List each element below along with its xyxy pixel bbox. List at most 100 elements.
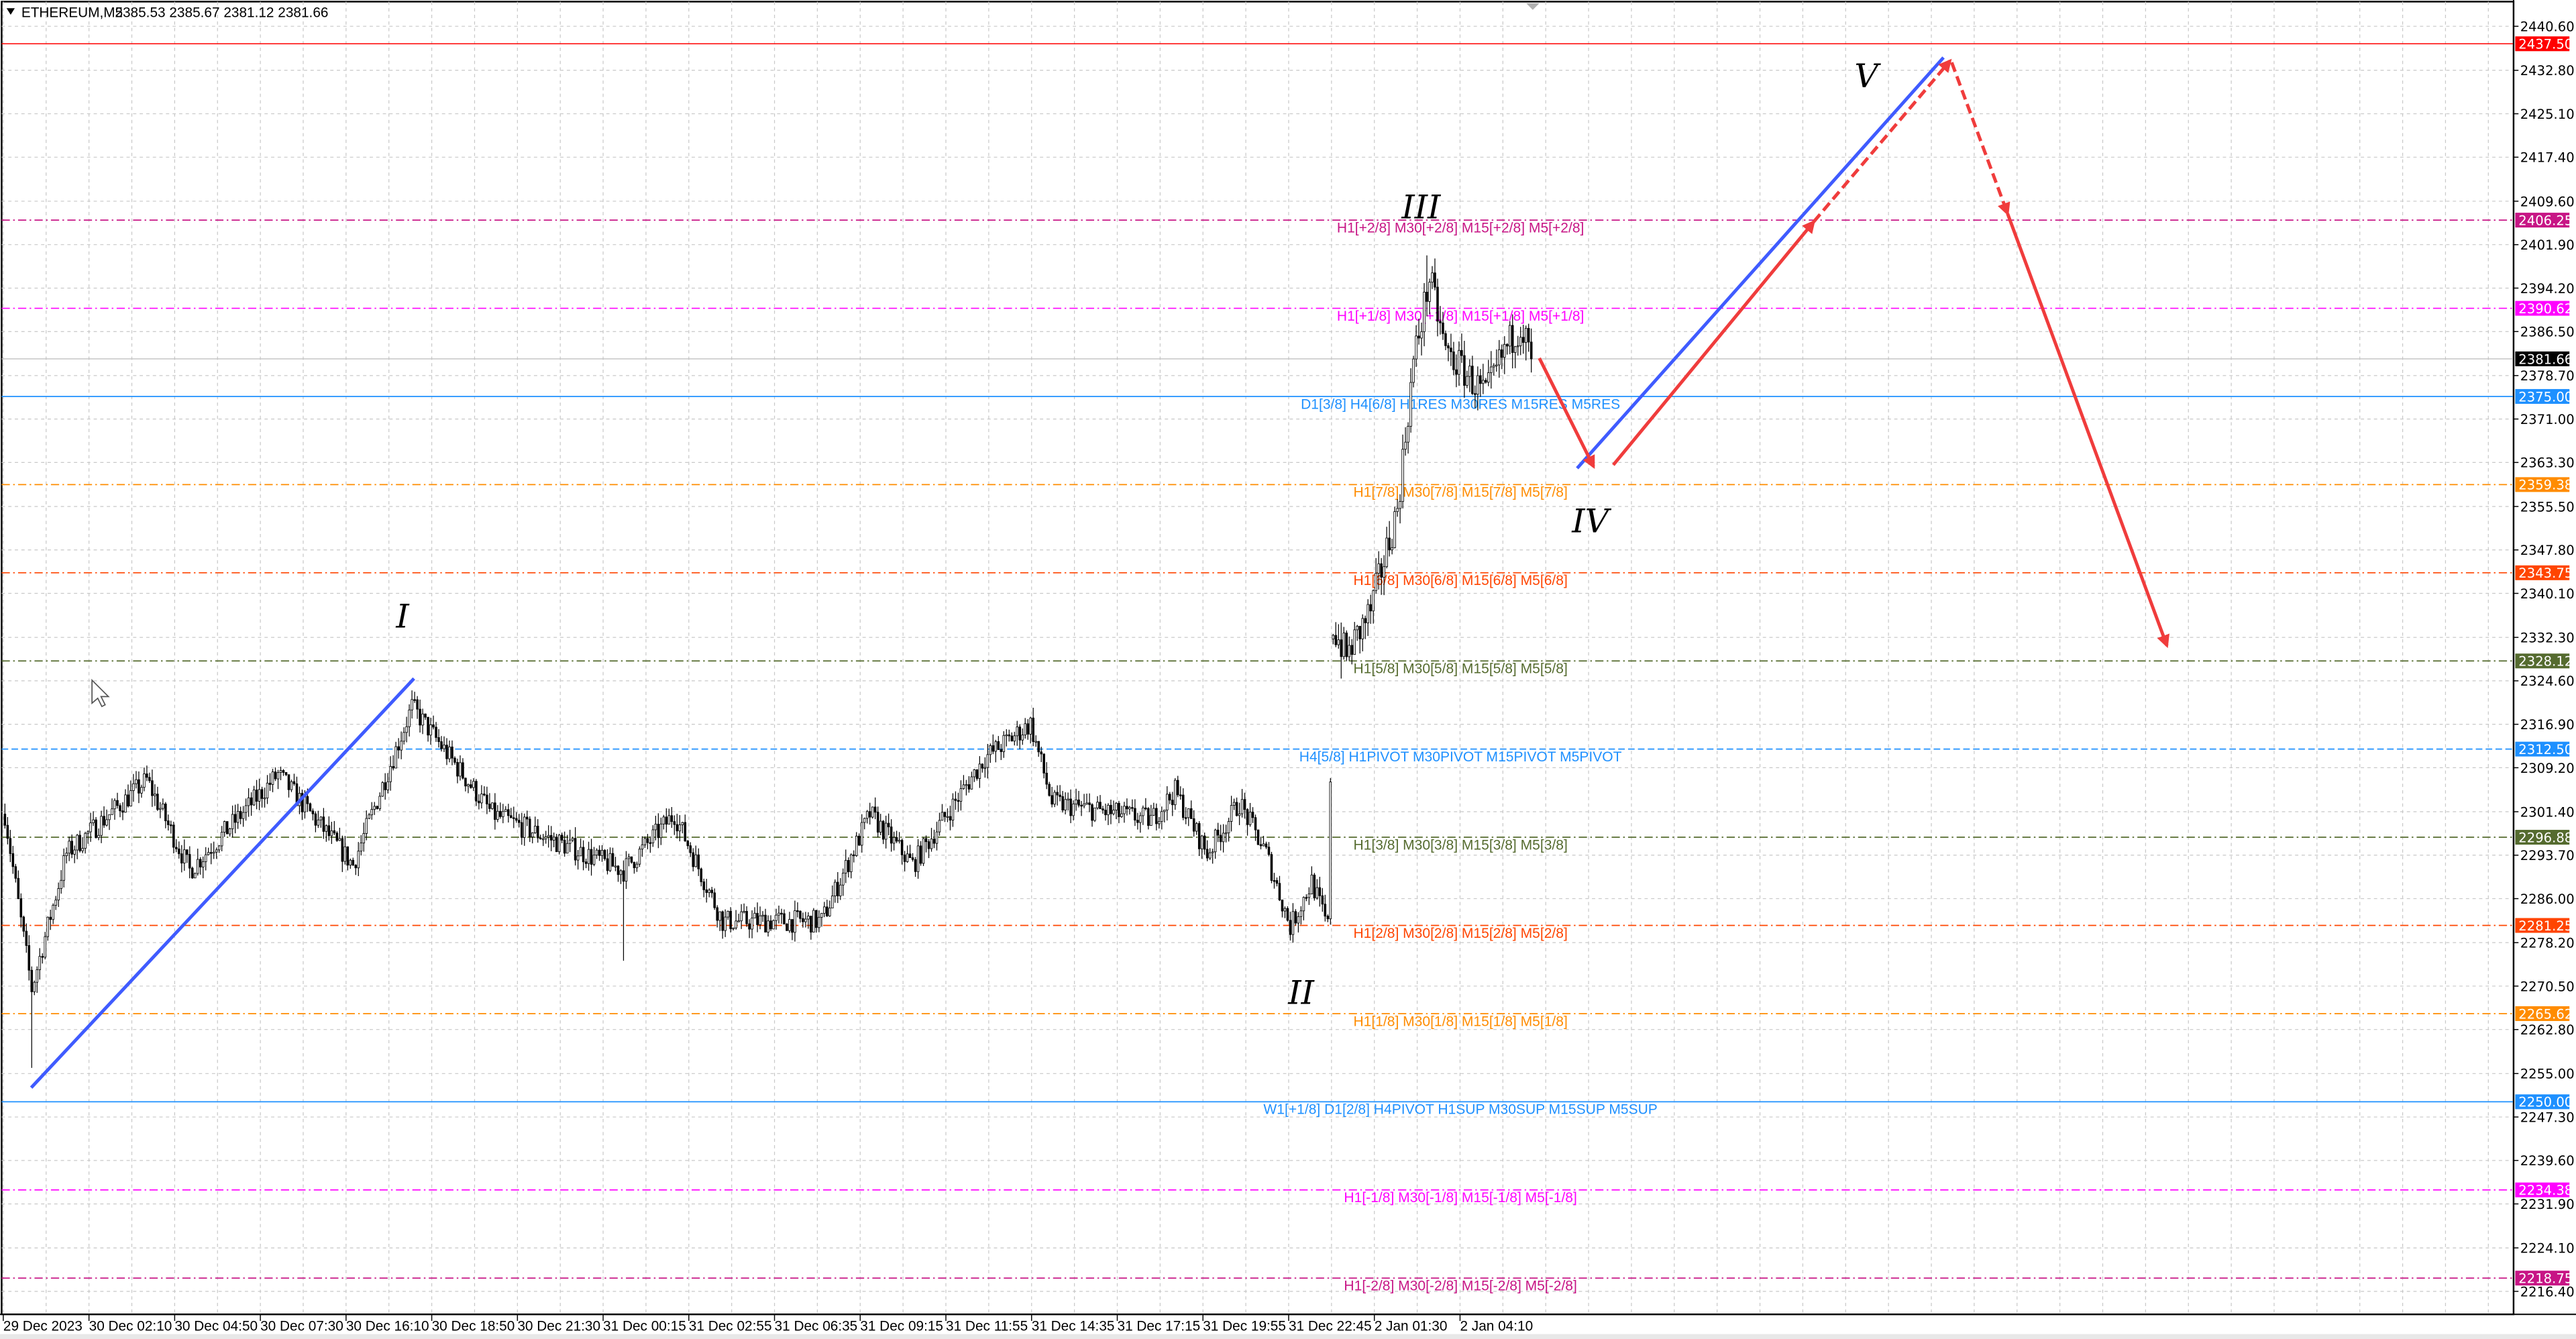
projection-arrow-up-dashed[interactable] [1812,58,1952,223]
trend-line-wave-5[interactable] [1576,56,1945,470]
bear-candle [1008,734,1011,737]
bear-candle [1155,808,1158,824]
bull-candle [1503,343,1506,358]
projection-arrow-wave-4[interactable] [1538,357,1595,470]
bull-candle [761,914,764,917]
bull-candle [1297,916,1300,924]
projection-arrow-up[interactable] [1612,219,1816,466]
bull-candle [502,811,504,817]
bull-candle [405,726,408,733]
bull-candle [740,911,743,922]
bull-candle [579,847,582,857]
bear-candle [301,793,304,812]
bull-candle [1262,843,1265,847]
bear-candle [116,800,119,806]
bear-candle [292,781,296,784]
bear-candle [341,838,344,862]
wave-label: II [1287,973,1315,1012]
price-tick-label: 2293.70 [2520,848,2575,863]
bull-candle [863,818,866,823]
bear-candle [555,837,558,853]
level-price-tag-text: 2250.00 [2518,1095,2573,1110]
bull-candle [727,910,729,918]
bull-candle [1412,358,1415,383]
level-price-tag [2515,388,2570,404]
time-tick-label: 30 Dec 07:30 [260,1319,343,1334]
bull-candle [531,832,534,838]
bear-candle [748,923,751,930]
bear-candle [1205,849,1209,859]
bull-candle [193,873,197,879]
bull-candle [608,853,612,871]
bear-candle [333,830,336,834]
bull-candle [1240,799,1244,814]
scroll-shift-marker-icon[interactable] [1526,3,1540,10]
bear-candle [700,868,703,882]
bear-candle [1069,798,1072,816]
bear-candle [689,845,692,853]
bear-candle [1203,835,1206,850]
trend-line-wave-1[interactable] [30,677,415,1089]
bull-candle [1152,808,1155,816]
bear-candle [1219,835,1222,843]
bull-candle [140,787,143,794]
level-price-tag-text: 2343.75 [2518,566,2573,581]
bull-candle [879,820,882,833]
bull-candle [480,794,483,804]
bull-candle [619,870,623,875]
price-tick-label: 2386.50 [2520,325,2575,340]
drawings[interactable] [30,56,2169,1089]
bear-candle [1189,808,1193,819]
bull-candle [735,920,737,928]
bear-candle [705,889,708,893]
price-tick-label: 2255.00 [2520,1067,2575,1082]
bear-candle [1452,352,1455,370]
projection-arrow-down-dashed[interactable] [1950,62,2010,217]
level-price-tag-text: 2406.25 [2518,213,2573,228]
wave-label: I [395,598,410,636]
bull-candle [65,853,68,857]
bear-candle [164,803,167,822]
projection-arrow-down[interactable] [2006,213,2169,649]
bull-candle [443,745,445,749]
bear-candle [284,771,288,775]
header: ETHEREUM,M5 2385.53 2385.67 2381.12 2381… [6,5,328,21]
bull-candle [818,916,820,928]
bear-candle [260,789,264,799]
bear-candle [756,912,759,925]
bull-candle [884,822,888,840]
bear-candle [1340,639,1343,657]
bull-candle [1399,501,1401,509]
bear-candle [1345,633,1348,657]
target-price-tag [2515,36,2570,52]
level-price-tag [2515,565,2570,580]
bull-candle [1302,897,1305,912]
bull-candle [625,858,628,882]
bear-candle [1051,795,1053,805]
target-price-tag-text: 2437.50 [2518,37,2573,52]
bear-candle [1439,321,1442,323]
bull-candle [547,835,550,838]
bull-candle [951,798,955,821]
bull-candle [681,822,684,825]
price-tick-label: 2216.40 [2520,1284,2575,1299]
bull-candle [92,819,95,823]
bear-candle [1324,904,1327,917]
triangle-down-icon[interactable] [6,8,15,15]
bull-candle [1466,376,1468,386]
price-tick-label: 2347.80 [2520,543,2575,558]
level-lines: H1[+2/8] M30[+2/8] M15[+2/8] M5[+2/8] H1[… [1,43,2514,1294]
bull-candle [159,808,162,810]
price-axis[interactable]: 2440.60 2432.80 2425.10 2417.40 2409.60 2401.… [2512,0,2575,1315]
time-tick-label: 31 Dec 17:15 [1118,1319,1201,1334]
time-axis[interactable]: 29 Dec 2023 30 Dec 02:10 30 Dec 04:50 30 De… [0,1314,2576,1339]
bear-candle [764,914,767,932]
bear-candle [1286,908,1289,921]
bear-candle [1265,843,1268,848]
price-tick-label: 2440.60 [2520,19,2575,35]
bull-candle [807,916,810,920]
bull-candle [823,906,826,914]
bull-candle [804,918,807,922]
